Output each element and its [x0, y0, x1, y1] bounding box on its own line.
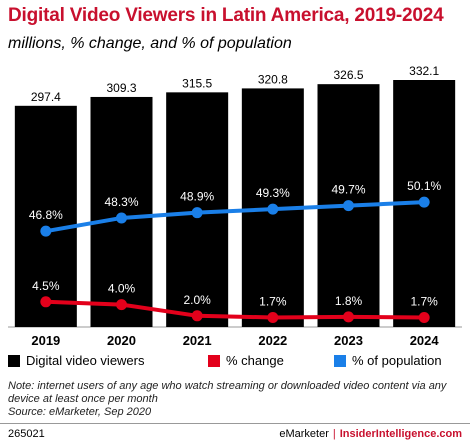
x-tick-2022: 2022 [258, 333, 287, 348]
source-text: Source: eMarketer, Sep 2020 [8, 406, 152, 418]
bar-label-2022: 320.8 [258, 72, 288, 86]
data-label-percent-change-2023: 1.8% [335, 294, 363, 308]
legend-label-digital-video-viewers: Digital video viewers [26, 353, 145, 368]
data-label-percent-of-population-2023: 49.7% [331, 183, 365, 197]
x-tick-2019: 2019 [31, 333, 60, 348]
line-percent-of-population [45, 200, 425, 234]
chart-legend: Digital video viewers % change % of popu… [8, 353, 468, 373]
legend-item-digital-video-viewers: Digital video viewers [8, 353, 145, 368]
data-label-percent-of-population-2019: 46.8% [29, 208, 63, 222]
point-percent-change-2020 [116, 299, 127, 311]
line-percent-change [45, 299, 425, 320]
note-text: Note: internet users of any age who watc… [8, 380, 447, 405]
legend-label-percent-change: % change [226, 353, 284, 368]
data-label-percent-change-2020: 4.0% [108, 282, 136, 296]
x-tick-2023: 2023 [334, 333, 363, 348]
legend-swatch-percent-change [208, 354, 220, 367]
legend-swatch-digital-video-viewers [8, 354, 20, 367]
legend-item-percent-of-population: % of population [334, 353, 442, 368]
data-label-percent-change-2024: 1.7% [410, 294, 438, 308]
brand-emarketer: eMarketer [279, 428, 329, 440]
footer-divider [0, 423, 470, 424]
data-label-percent-of-population-2021: 48.9% [180, 190, 214, 204]
bar-2019 [14, 105, 77, 327]
point-percent-change-2021 [191, 310, 203, 322]
point-percent-of-population-2019 [40, 225, 52, 237]
legend-swatch-percent-of-population [334, 354, 346, 367]
bar-label-2020: 309.3 [106, 81, 136, 95]
bar-label-2021: 315.5 [182, 76, 212, 90]
chart-id: 265021 [8, 428, 45, 440]
data-label-percent-of-population-2022: 49.3% [256, 186, 290, 200]
brand-separator: | [332, 428, 336, 440]
bar-label-2023: 326.5 [333, 68, 363, 82]
footer-brand: eMarketer | InsiderIntelligence.com [279, 428, 462, 440]
bar-label-2019: 297.4 [31, 90, 61, 104]
point-percent-of-population-2023 [343, 200, 354, 212]
data-label-percent-change-2022: 1.7% [259, 294, 287, 308]
data-label-percent-of-population-2020: 48.3% [104, 195, 138, 209]
bar-label-2024: 332.1 [409, 64, 439, 78]
point-percent-of-population-2022 [267, 203, 279, 215]
chart-note: Note: internet users of any age who watc… [8, 380, 463, 419]
x-tick-2024: 2024 [410, 333, 440, 348]
point-percent-of-population-2020 [116, 212, 127, 224]
legend-item-percent-change: % change [208, 353, 284, 368]
combo-chart: 297.4 2019 309.3 2020 315.5 2021 320.8 2022 326.… [8, 64, 462, 348]
x-tick-2020: 2020 [107, 333, 136, 348]
chart-subtitle: millions, % change, and % of population [8, 35, 292, 52]
chart-title: Digital Video Viewers in Latin America, … [8, 5, 444, 26]
point-percent-of-population-2021 [191, 207, 203, 219]
bar-2020 [90, 96, 153, 327]
point-percent-change-2022 [267, 311, 279, 323]
data-label-percent-of-population-2024: 50.1% [407, 179, 441, 193]
point-percent-change-2024 [418, 311, 430, 323]
brand-insider-intelligence: InsiderIntelligence.com [339, 428, 462, 440]
x-tick-2021: 2021 [183, 333, 212, 348]
point-percent-change-2023 [343, 311, 354, 323]
legend-label-percent-of-population: % of population [352, 353, 442, 368]
point-percent-of-population-2024 [418, 196, 430, 208]
data-label-percent-change-2019: 4.5% [32, 279, 60, 293]
point-percent-change-2019 [40, 296, 52, 308]
data-label-percent-change-2021: 2.0% [183, 293, 211, 307]
